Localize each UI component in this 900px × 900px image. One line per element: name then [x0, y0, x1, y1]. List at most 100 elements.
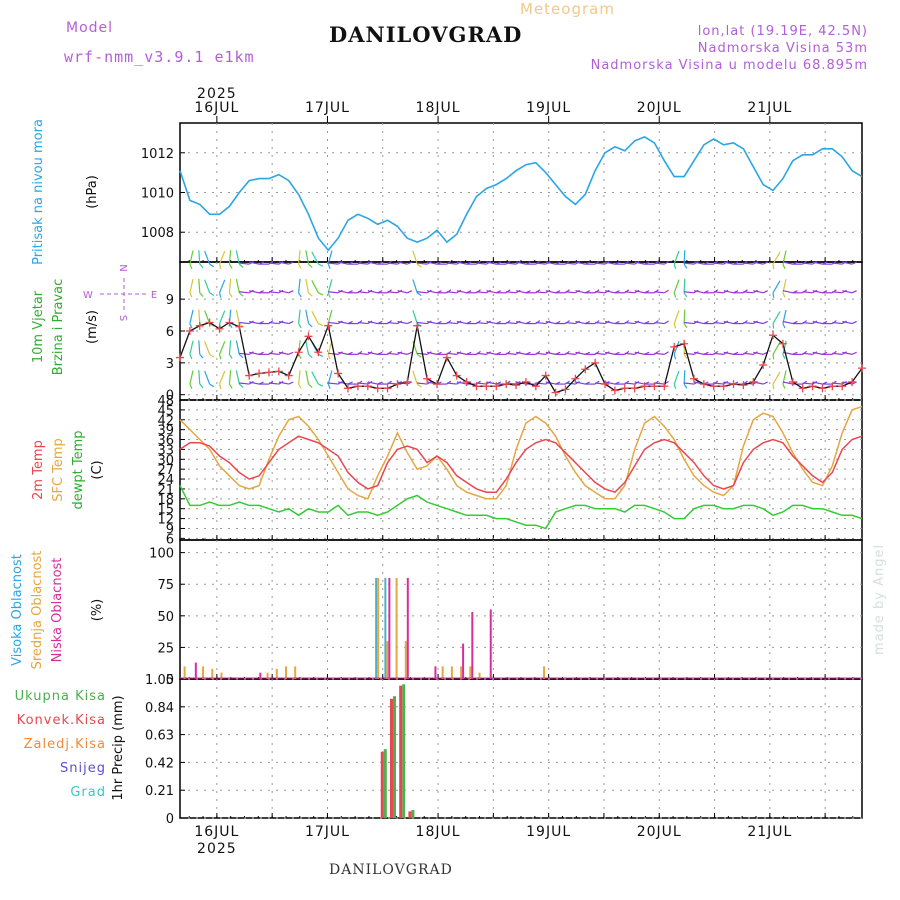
- wind-barb-shaft: [782, 261, 793, 265]
- wind-barb-shaft: [516, 351, 527, 355]
- wind-barb-head: [664, 320, 669, 325]
- wind-barb-shaft: [654, 352, 665, 355]
- meteogram-label: Meteogram: [520, 0, 615, 18]
- wind-barb-head: [318, 353, 324, 358]
- wind-barb-shaft: [575, 261, 586, 265]
- wind-barb-head: [298, 383, 302, 389]
- wind-barb-head: [683, 383, 688, 389]
- wind-speed-point: [769, 331, 778, 340]
- wind-barb-head: [407, 320, 413, 325]
- wind-barb-head: [683, 354, 688, 359]
- wind-barb-shaft: [673, 310, 680, 324]
- wind-speed-point: [709, 382, 718, 391]
- panel-frame-clouds: [179, 539, 863, 680]
- wind-barb-head: [288, 290, 294, 294]
- wind-barb-shaft: [802, 382, 813, 385]
- wind-barb-head: [199, 383, 204, 389]
- wind-speed-point: [294, 348, 303, 357]
- wind-speed-point: [561, 385, 570, 394]
- wind-barb-shaft: [545, 320, 556, 325]
- wind-barb-head: [664, 261, 669, 265]
- wind-barb-head: [772, 323, 775, 329]
- cloud-mid-bar: [294, 666, 297, 679]
- model-altitude-label: Nadmorska Visina u modelu 68.895m: [590, 58, 868, 73]
- panel-frame-wind: [179, 261, 863, 401]
- wind-barb-shaft: [486, 261, 497, 265]
- wind-barb-head: [782, 323, 786, 329]
- wind-speed-point: [512, 381, 521, 390]
- wind-barb-shaft: [624, 382, 635, 385]
- wind-speed-point: [541, 371, 550, 380]
- model-label: Model: [66, 20, 114, 36]
- wind-barb-head: [772, 354, 775, 360]
- wind-speed-point: [699, 380, 708, 389]
- wind-speed-point: [185, 327, 194, 335]
- cloud-mid-bar: [377, 577, 380, 679]
- cloud-mid-bar: [478, 672, 481, 679]
- y-tick-label: 0.21: [145, 784, 174, 799]
- wind-barb-shaft: [683, 262, 695, 265]
- wind-speed-point: [383, 384, 392, 393]
- wind-speed-point: [423, 374, 432, 383]
- top-date-label: 18JUL: [416, 100, 461, 116]
- wind-speed-point: [640, 382, 649, 391]
- wind-barb-head: [209, 263, 215, 268]
- wind-barb-shaft: [357, 262, 368, 265]
- cloud-ylabel-mid: Srednja Oblacnost: [30, 551, 45, 670]
- wind-barb-shaft: [723, 320, 734, 325]
- wind-barb-shaft: [673, 370, 680, 385]
- wind-barb-shaft: [235, 278, 240, 293]
- wind-barb-shaft: [832, 352, 843, 355]
- wind-barb-head: [673, 323, 677, 329]
- wind-speed-point: [591, 358, 600, 367]
- wind-speed-point: [689, 374, 698, 383]
- wind-barb-shaft: [535, 352, 546, 355]
- cloud-low-bar: [259, 672, 262, 679]
- wind-barb-head: [189, 263, 193, 269]
- wind-barb-shaft: [278, 320, 289, 325]
- wind-barb-shaft: [812, 320, 823, 325]
- wind-barb-shaft: [604, 351, 616, 355]
- wind-barb-shaft: [693, 351, 704, 355]
- temp-2m-line: [179, 435, 863, 494]
- wind-speed-point: [205, 318, 214, 327]
- wind-barb-head: [209, 353, 215, 358]
- precip-legend-item: Grad: [70, 785, 106, 800]
- wind-barb-shaft: [486, 320, 497, 325]
- wind-speed-point: [531, 382, 540, 391]
- wind-speed-point: [551, 388, 560, 397]
- wind-barb-head: [228, 292, 233, 298]
- wind-barb-head: [416, 292, 422, 297]
- wind-barb-shaft: [486, 290, 497, 294]
- compass-e-label: E: [151, 290, 157, 301]
- wind-barb-shaft: [624, 321, 635, 325]
- wind-barb-shaft: [456, 290, 467, 294]
- wind-barb-shaft: [427, 261, 438, 265]
- wind-barb-head: [772, 264, 775, 270]
- wind-barb-shaft: [412, 250, 418, 265]
- wind-barb-shaft: [772, 371, 781, 385]
- wind-barb-shaft: [397, 351, 408, 355]
- wind-barb-head: [218, 354, 222, 360]
- wind-speed-point: [729, 380, 738, 389]
- wind-speed-point: [848, 377, 857, 386]
- wind-barb-shaft: [683, 321, 695, 325]
- wind-barb-shaft: [446, 262, 457, 265]
- wind-barb-shaft: [624, 291, 635, 294]
- precip-legend-item: Zaledj.Kisa: [24, 737, 106, 752]
- wind-barb-shaft: [476, 352, 487, 355]
- wind-barb-shaft: [506, 382, 517, 385]
- wind-barb-shaft: [535, 321, 546, 325]
- pressure-unit-label: (hPa): [85, 175, 100, 209]
- wind-barb-shaft: [634, 351, 645, 355]
- top-date-label: 19JUL: [526, 100, 571, 116]
- dewpoint-line: [179, 485, 863, 530]
- wind-speed-point: [798, 384, 807, 393]
- wind-speed-point: [620, 384, 629, 393]
- compass-w-label: W: [83, 290, 93, 301]
- wind-speed-point: [759, 360, 768, 369]
- wind-speed-point: [630, 384, 639, 393]
- bottom-date-label: 20JUL: [637, 824, 682, 840]
- precip-total-bar: [402, 684, 406, 818]
- wind-barb-shaft: [305, 278, 310, 293]
